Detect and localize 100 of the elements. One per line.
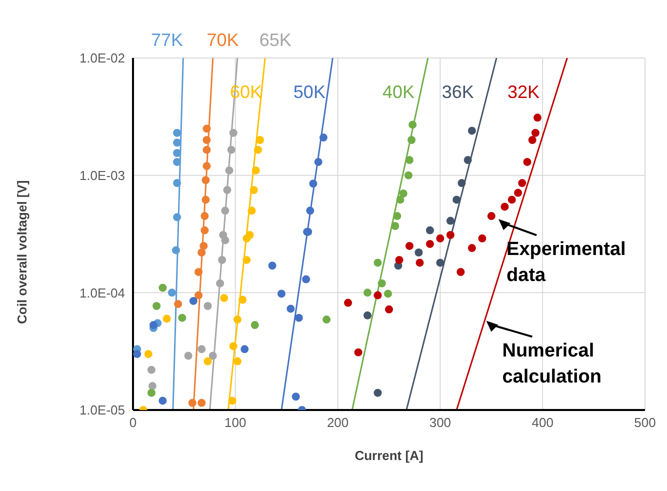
- point: [322, 316, 331, 324]
- point: [147, 388, 156, 397]
- point: [426, 240, 434, 248]
- point: [229, 342, 238, 350]
- point: [478, 234, 486, 242]
- point: [405, 242, 414, 250]
- point: [523, 158, 532, 166]
- point: [292, 392, 300, 401]
- point: [162, 314, 171, 323]
- point: [500, 202, 509, 211]
- point: [198, 345, 206, 354]
- point: [306, 206, 314, 215]
- series-label: 36K: [442, 82, 474, 102]
- point: [268, 262, 276, 270]
- point: [395, 256, 404, 264]
- point: [319, 134, 328, 142]
- point: [518, 179, 526, 188]
- point: [202, 162, 211, 170]
- point: [233, 316, 242, 324]
- point: [188, 398, 196, 407]
- point: [404, 171, 412, 180]
- point: [173, 179, 182, 188]
- point: [178, 314, 186, 322]
- point: [254, 146, 262, 154]
- point: [242, 256, 251, 264]
- point: [204, 357, 212, 366]
- point: [250, 321, 259, 330]
- point: [172, 246, 180, 254]
- point: [408, 136, 416, 144]
- y-tick-label: 1.0E-02: [79, 50, 125, 66]
- point: [393, 212, 402, 220]
- series-label: 50K: [293, 82, 326, 102]
- point: [202, 196, 210, 204]
- text: 65K: [259, 30, 292, 50]
- point: [354, 348, 362, 356]
- point: [344, 298, 352, 307]
- point: [221, 206, 230, 215]
- x-tick-label: 500: [634, 415, 656, 430]
- point: [148, 382, 156, 390]
- point: [252, 166, 260, 174]
- x-axis-title: Current [A]: [354, 448, 424, 463]
- point: [363, 288, 372, 297]
- point: [458, 179, 466, 188]
- annotation: Experimental data: [506, 239, 626, 286]
- point: [508, 196, 516, 204]
- point: [240, 345, 249, 354]
- point: [202, 146, 211, 154]
- point: [198, 398, 206, 407]
- point: [250, 186, 258, 194]
- point: [514, 188, 522, 197]
- point: [408, 120, 417, 129]
- point: [468, 244, 476, 252]
- point: [399, 190, 408, 198]
- point: [204, 302, 212, 310]
- point: [384, 290, 392, 298]
- point: [174, 300, 182, 308]
- point: [378, 279, 386, 288]
- point: [200, 242, 208, 250]
- point: [149, 321, 158, 330]
- y-tick-label: 1.0E-05: [79, 402, 125, 418]
- point: [189, 296, 198, 305]
- point: [436, 258, 444, 267]
- point: [147, 366, 156, 374]
- point: [314, 158, 322, 166]
- point: [202, 176, 210, 184]
- point: [144, 350, 152, 358]
- y-axis-title: Coil overall voltagel [V]: [14, 180, 30, 324]
- y-tick-label: 1.0E-04: [79, 285, 125, 300]
- point: [173, 213, 182, 222]
- point: [194, 268, 203, 276]
- x-tick-label: 100: [224, 415, 246, 430]
- point: [221, 236, 230, 244]
- point: [391, 222, 400, 230]
- point: [218, 256, 226, 264]
- point: [227, 146, 236, 154]
- point: [198, 248, 206, 256]
- point: [374, 388, 382, 397]
- point: [173, 158, 182, 166]
- point: [294, 314, 303, 322]
- point: [452, 196, 461, 204]
- point: [446, 231, 454, 240]
- point: [396, 196, 404, 204]
- x-tick-label: 300: [429, 415, 452, 430]
- y-tick-label: 1.0E-03: [79, 168, 125, 183]
- point: [405, 156, 414, 164]
- series-label: 32K: [507, 82, 540, 102]
- point: [158, 284, 167, 292]
- x-tick-label: 200: [326, 415, 349, 430]
- point: [456, 268, 465, 276]
- point: [223, 186, 232, 194]
- point: [374, 291, 382, 300]
- point: [168, 288, 176, 297]
- point: [200, 212, 209, 220]
- point: [216, 279, 224, 288]
- point: [416, 258, 424, 267]
- point: [302, 275, 310, 284]
- point: [194, 291, 203, 300]
- annotation: Numerical calculation: [502, 340, 602, 388]
- point: [464, 156, 472, 164]
- x-tick-label: 0: [129, 415, 137, 430]
